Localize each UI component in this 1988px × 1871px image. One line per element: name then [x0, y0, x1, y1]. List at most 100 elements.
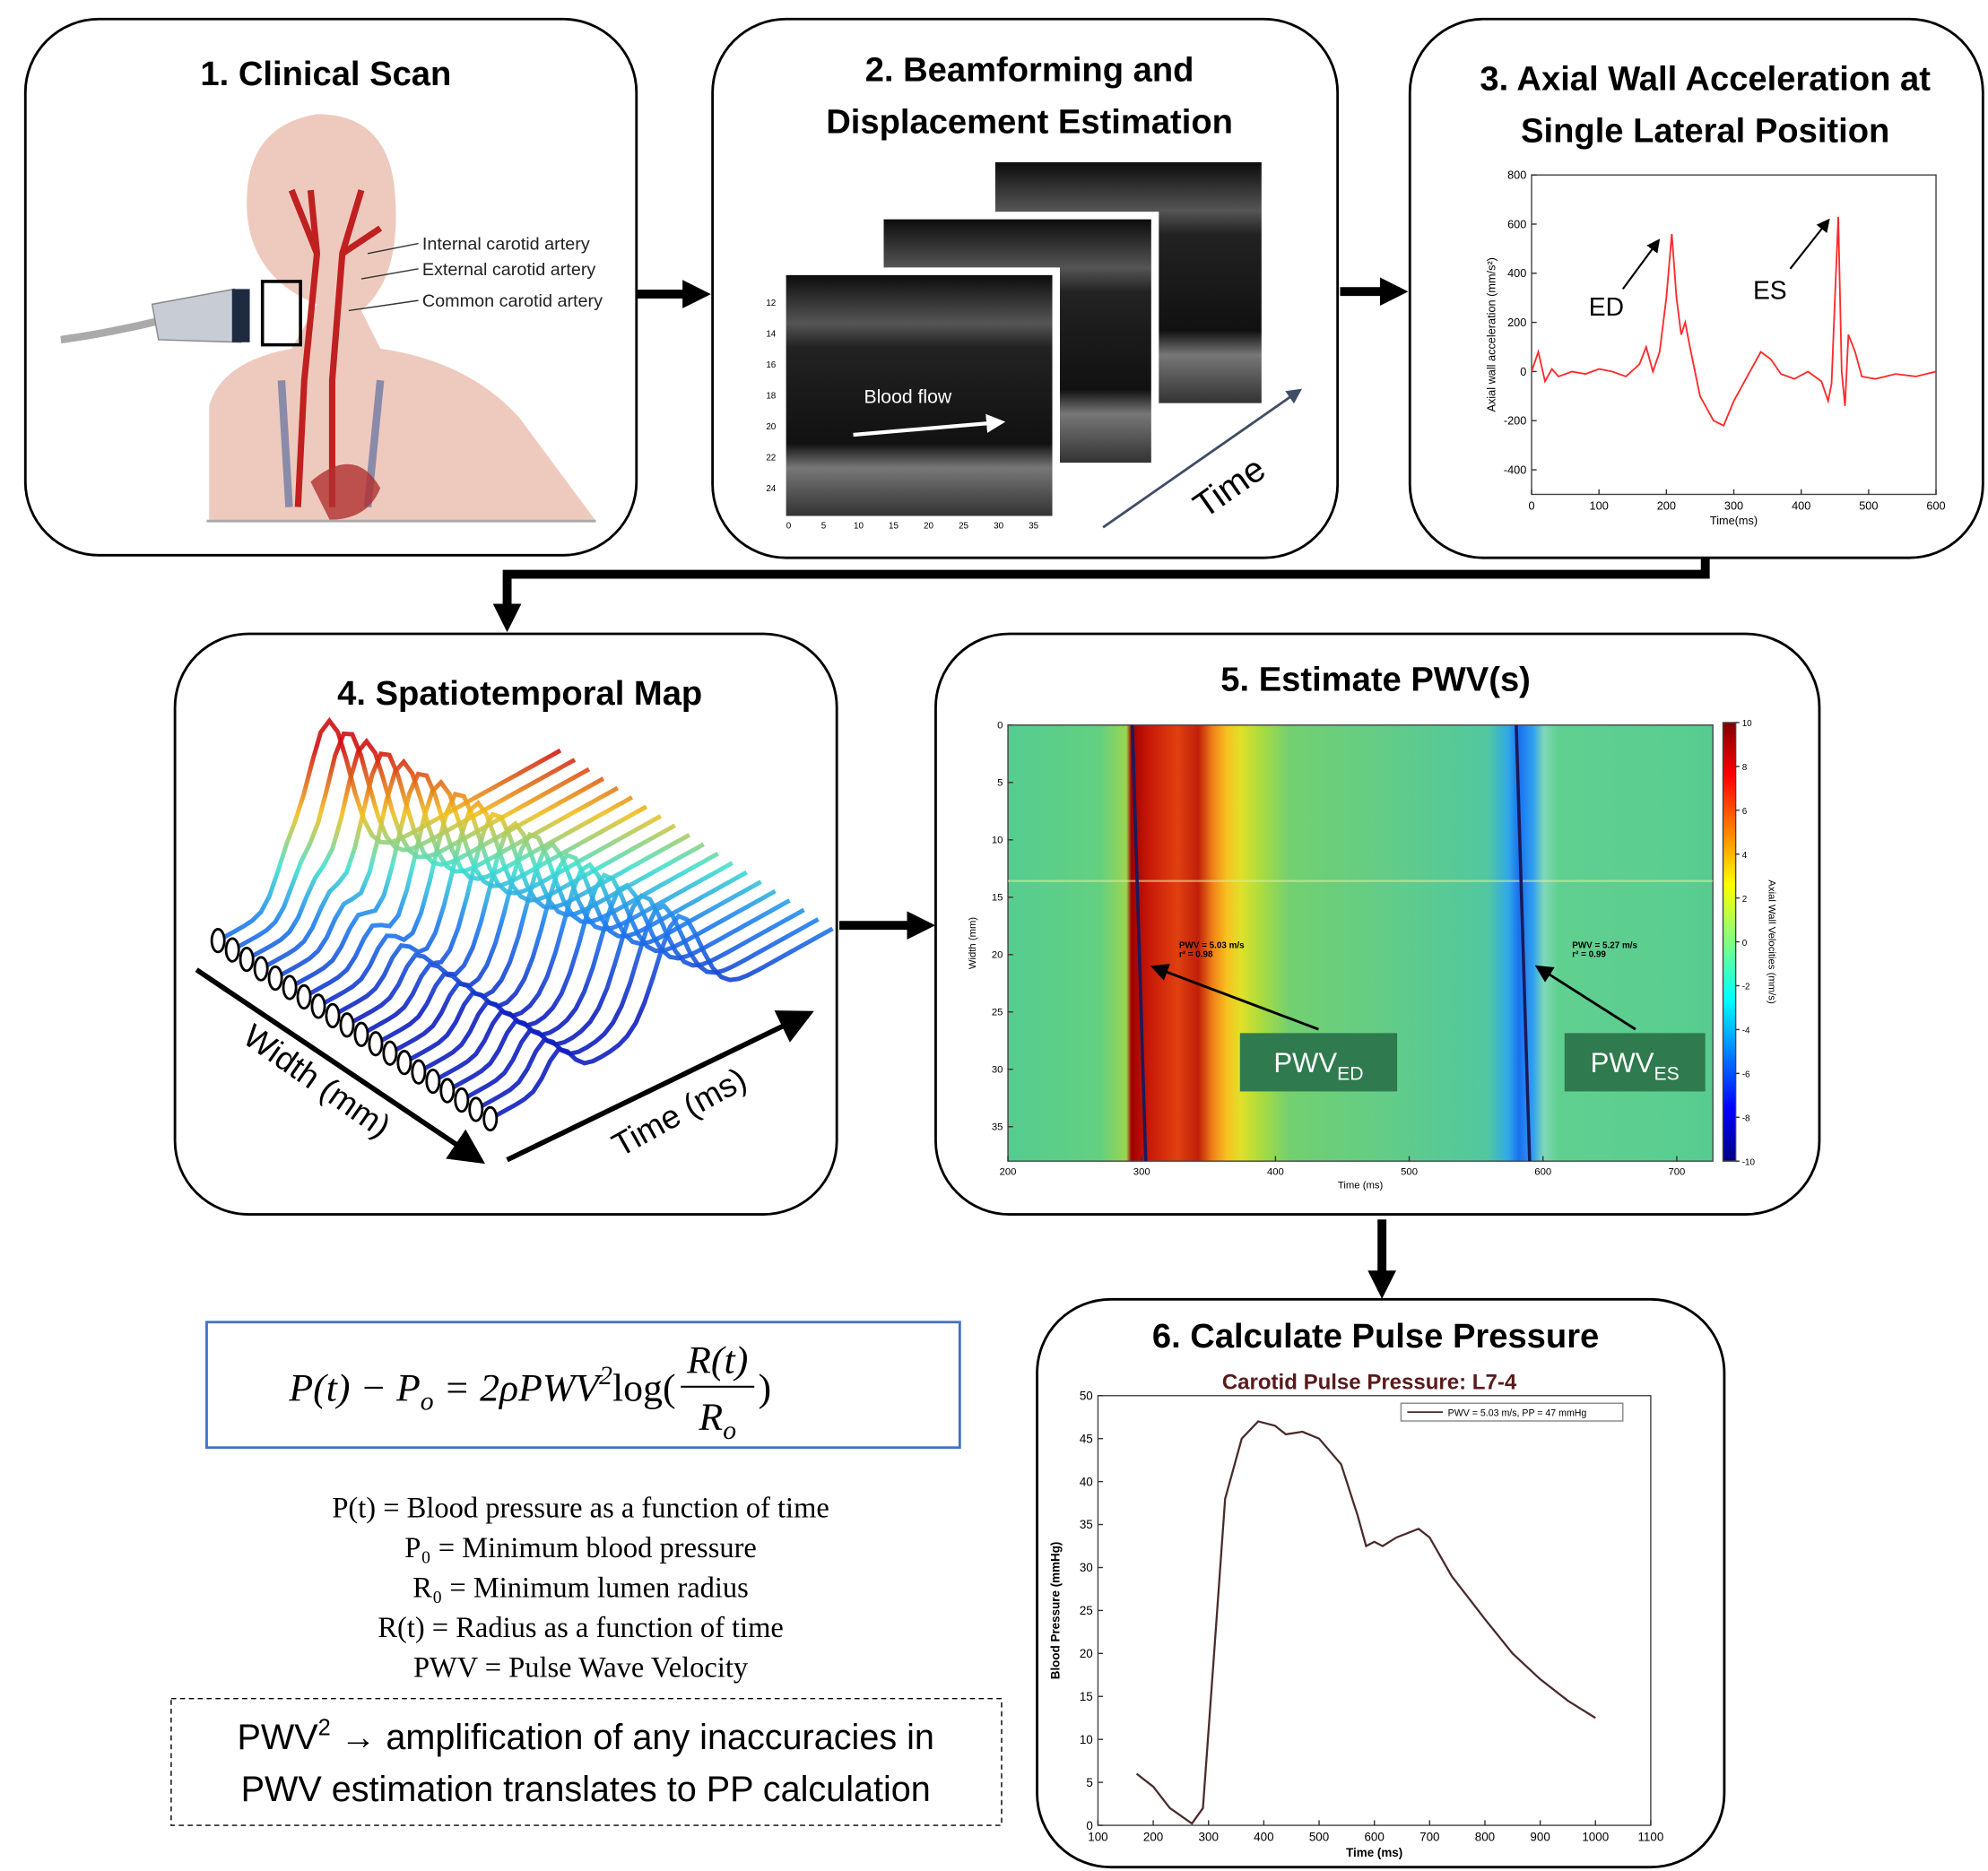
panel-title: Single Lateral Position: [1521, 111, 1889, 150]
x-tick-label: 0: [1528, 498, 1534, 512]
width-marker: [240, 948, 253, 970]
y-tick-label: 400: [1507, 266, 1526, 280]
x-axis-label: Time(ms): [1710, 514, 1758, 527]
colorbar-tick-label: -10: [1742, 1157, 1756, 1167]
colorbar-tick-label: -8: [1742, 1113, 1750, 1123]
annotation: ES: [1753, 276, 1787, 305]
colorbar-tick-label: -4: [1742, 1026, 1750, 1036]
image-tick-label: 5: [821, 522, 827, 532]
x-tick-label: 900: [1530, 1831, 1550, 1844]
colorbar-tick-label: -2: [1742, 983, 1750, 992]
panel-title: Displacement Estimation: [826, 102, 1233, 141]
width-marker: [484, 1107, 497, 1130]
width-marker: [212, 929, 224, 951]
x-tick-label: 500: [1859, 498, 1878, 512]
x-tick-label: 200: [1000, 1167, 1017, 1178]
width-marker: [283, 976, 296, 999]
y-tick-label: 10: [992, 836, 1003, 846]
image-tick-label: 16: [766, 360, 776, 370]
x-tick-label: 600: [1926, 498, 1945, 512]
image-tick-label: 35: [1029, 522, 1038, 532]
colorbar-tick-label: 10: [1742, 719, 1752, 729]
pwv-marker-main: PWV: [1591, 1047, 1654, 1078]
legend-entry: PWV = 5.03 m/s, PP = 47 mmHg: [1448, 1408, 1587, 1418]
x-tick-label: 600: [1534, 1167, 1551, 1178]
y-axis-label: Axial wall acceleration (mm/s²): [1484, 257, 1498, 411]
y-tick-label: 0: [1520, 365, 1526, 378]
width-marker: [369, 1033, 382, 1055]
x-tick-label: 700: [1419, 1831, 1439, 1844]
image-tick-label: 12: [766, 299, 776, 308]
panel-title: 2. Beamforming and: [865, 51, 1194, 90]
image-tick-label: 24: [766, 484, 776, 494]
x-tick-label: 300: [1724, 498, 1743, 512]
x-tick-label: 500: [1401, 1167, 1418, 1178]
image-tick-label: 18: [766, 391, 776, 401]
y-tick-label: 25: [992, 1008, 1003, 1018]
plot-frame: [1532, 175, 1936, 494]
pwv-marker-main: PWV: [1273, 1047, 1337, 1078]
chart-title: Carotid Pulse Pressure: L7-4: [1222, 1371, 1517, 1395]
width-marker: [226, 939, 239, 961]
image-tick-label: 10: [854, 522, 864, 532]
definition: R₀ = Minimum lumen radius: [412, 1572, 749, 1605]
width-marker: [398, 1051, 411, 1073]
x-tick-label: 400: [1267, 1167, 1284, 1178]
width-marker: [326, 1004, 339, 1026]
y-tick-label: 25: [1080, 1604, 1093, 1617]
x-tick-label: 600: [1364, 1831, 1384, 1844]
x-tick-label: 700: [1668, 1167, 1685, 1178]
plot-frame: [1098, 1396, 1650, 1825]
y-tick-label: 40: [1080, 1475, 1093, 1488]
colorbar-tick-label: 4: [1742, 851, 1748, 861]
anatomy-label: External carotid artery: [422, 260, 596, 280]
image-tick-label: 0: [786, 522, 792, 532]
panel-title: 4. Spatiotemporal Map: [337, 674, 702, 713]
panel-title: 5. Estimate PWV(s): [1220, 661, 1531, 699]
equation-part: = 2ρPWV: [434, 1366, 603, 1409]
y-tick-label: 5: [997, 778, 1003, 789]
anatomy-label: Internal carotid artery: [422, 235, 590, 255]
width-marker: [412, 1061, 425, 1083]
y-tick-label: -400: [1504, 463, 1526, 477]
y-tick-label: 0: [1086, 1819, 1092, 1832]
y-tick-label: -200: [1504, 414, 1526, 428]
y-tick-label: 10: [1080, 1733, 1093, 1746]
note-line: PWV2 → amplification of any inaccuracies…: [237, 1716, 933, 1758]
x-tick-label: 100: [1590, 498, 1609, 512]
image-tick-label: 20: [924, 522, 933, 532]
definition: P₀ = Minimum blood pressure: [404, 1532, 757, 1564]
x-tick-label: 400: [1254, 1831, 1273, 1844]
x-tick-label: 300: [1199, 1831, 1219, 1844]
y-tick-label: 20: [992, 950, 1003, 961]
equation-numerator: R(t): [686, 1338, 748, 1382]
image-tick-label: 22: [766, 453, 776, 463]
note-line: PWV estimation translates to PP calculat…: [241, 1770, 931, 1809]
x-tick-label: 300: [1133, 1167, 1150, 1178]
y-tick-label: 20: [1080, 1647, 1093, 1660]
width-marker: [456, 1088, 468, 1111]
note-sup: 2: [318, 1716, 331, 1741]
colorbar-tick-label: 6: [1742, 807, 1748, 817]
width-marker: [269, 966, 282, 989]
y-tick-label: 0: [997, 721, 1003, 732]
y-tick-label: 30: [1080, 1561, 1093, 1574]
x-tick-label: 1100: [1637, 1831, 1663, 1844]
equation-sub: o: [421, 1387, 434, 1416]
y-tick-label: 45: [1080, 1432, 1093, 1445]
y-tick-label: 200: [1507, 316, 1526, 329]
panel-title: 1. Clinical Scan: [200, 55, 451, 93]
equation-part: R: [698, 1396, 723, 1439]
x-tick-label: 400: [1792, 498, 1810, 512]
anatomy-label: Common carotid artery: [422, 291, 603, 311]
flow-arrow: [508, 558, 1706, 624]
equation-sub: o: [723, 1416, 736, 1445]
width-marker: [255, 957, 267, 980]
panel-title: 6. Calculate Pulse Pressure: [1152, 1317, 1599, 1356]
equation-part: P(t) − P: [288, 1366, 420, 1409]
equation-part: ): [758, 1366, 771, 1409]
diagram: 1. Clinical Scan 2. Beamforming and Displa…: [0, 0, 1988, 1871]
pwv-marker-sub: ED: [1337, 1064, 1363, 1085]
width-marker: [312, 995, 325, 1018]
colorbar-tick-label: 0: [1742, 939, 1748, 948]
